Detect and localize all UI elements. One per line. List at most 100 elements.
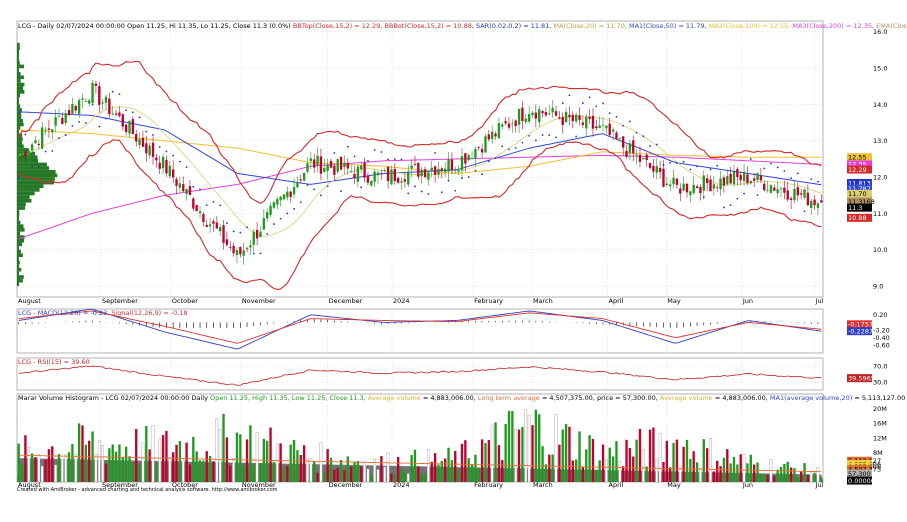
candle-body	[561, 116, 564, 125]
candle-body	[793, 188, 796, 201]
x-axis-label: Jul	[815, 297, 824, 305]
candle-body	[356, 166, 360, 182]
volume-bar	[74, 454, 78, 483]
profile-bar	[17, 180, 55, 185]
volume-bar	[628, 448, 632, 482]
volume-bar	[215, 418, 219, 483]
candle-body	[316, 155, 319, 166]
price-value-tag-text: 12.35	[848, 161, 867, 169]
candle-body	[158, 162, 161, 169]
volume-bar	[333, 469, 336, 482]
candle-body	[742, 171, 746, 182]
sar-dot	[380, 151, 383, 153]
candle-body	[746, 174, 749, 184]
profile-bar	[17, 104, 21, 109]
sar-dot	[454, 189, 457, 192]
volume-bar	[799, 471, 803, 482]
volume-bar	[591, 438, 595, 482]
volume-bar	[390, 473, 393, 482]
sar-dot	[64, 134, 67, 136]
candle-body	[417, 162, 420, 177]
sar-dot	[165, 150, 168, 153]
candle-body	[763, 183, 766, 191]
volume-bar	[484, 443, 487, 482]
candle-body	[276, 199, 279, 205]
volume-bar	[669, 467, 672, 482]
candle-body	[662, 168, 665, 187]
candle-body	[30, 144, 34, 151]
x-axis-label: Jul	[815, 481, 824, 489]
sar-dot	[199, 188, 201, 191]
sar-dot	[555, 136, 557, 139]
sar-dot	[682, 160, 685, 163]
volume-bar	[538, 414, 541, 482]
volume-bar	[323, 472, 326, 482]
candle-body	[41, 127, 44, 149]
candle-body	[749, 180, 752, 184]
volume-bar	[705, 448, 709, 482]
candle-body	[595, 126, 598, 129]
volume-bar	[749, 454, 752, 482]
sar-dot	[763, 167, 766, 170]
volume-bar	[60, 458, 64, 483]
volume-bar	[719, 466, 722, 482]
volume-average-area	[17, 458, 823, 482]
candle-body	[245, 248, 249, 250]
candle-body	[255, 229, 259, 239]
candle-body	[131, 119, 135, 135]
volume-bar	[524, 409, 528, 483]
volume-bar	[366, 468, 370, 483]
candle-body	[615, 132, 618, 139]
sar-dot	[78, 121, 81, 123]
volume-bar	[773, 475, 776, 482]
macd-header-part: Signal(12,26,9) = -0.18	[111, 309, 187, 317]
volume-bar	[702, 439, 705, 482]
candle-body	[679, 188, 682, 194]
candle-body	[625, 150, 628, 157]
volume-bar	[440, 460, 444, 482]
candle-body	[343, 162, 346, 167]
price-y-tick: 16.0	[873, 28, 887, 36]
candle-body	[148, 145, 151, 156]
candle-body	[346, 162, 349, 169]
volume-bar	[437, 464, 440, 482]
volume-bar	[208, 456, 212, 482]
sar-dot	[602, 102, 604, 105]
candle-body	[601, 125, 605, 127]
volume-bar	[645, 466, 648, 482]
candle-body	[67, 110, 71, 116]
bb-top-line	[18, 60, 822, 204]
candle-body	[541, 111, 544, 114]
profile-bar	[17, 97, 19, 101]
price-header-part: SAR(0.02,0.2) = 11.81,	[476, 22, 553, 30]
candle-body	[611, 129, 615, 132]
volume-bar	[275, 443, 279, 483]
candle-body	[558, 117, 561, 119]
candle-body	[806, 192, 810, 206]
volume-bar	[413, 449, 417, 482]
sar-dot	[608, 112, 611, 115]
sar-dot	[360, 186, 363, 189]
volume-bar	[272, 462, 276, 482]
candle-body	[202, 213, 205, 222]
volume-bar	[81, 425, 84, 482]
candle-body	[47, 128, 51, 130]
candle-body	[366, 175, 370, 183]
volume-bar	[212, 461, 215, 482]
macd-y-tick: -0.60	[873, 342, 890, 350]
profile-bar	[17, 159, 39, 163]
ma20-line	[18, 106, 822, 237]
volume-bar	[470, 464, 474, 482]
volume-bar	[360, 466, 363, 482]
profile-bar	[17, 42, 20, 47]
candle-body	[208, 224, 212, 227]
candle-body	[161, 156, 165, 169]
volume-bar	[84, 444, 88, 482]
sar-dot	[655, 143, 658, 146]
ma200-line	[18, 154, 822, 240]
candle-body	[219, 227, 222, 232]
sar-dot	[125, 109, 128, 112]
volume-y-tick: 20M	[873, 405, 887, 413]
volume-bar	[716, 460, 719, 482]
price-value-tag	[847, 203, 872, 212]
